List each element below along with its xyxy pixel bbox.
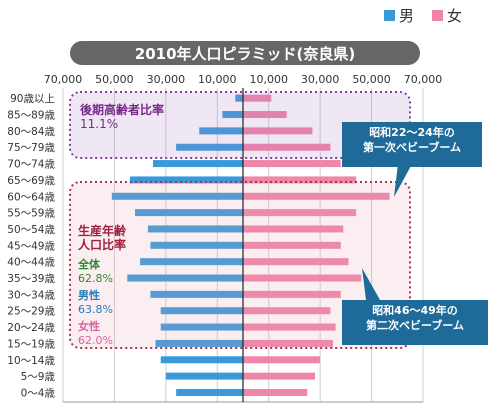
- category-label: 40～44歳: [7, 257, 55, 269]
- bar-female: [243, 192, 390, 200]
- category-label: 70～74歳: [7, 159, 55, 171]
- bar-male: [150, 290, 243, 298]
- total-label: 全体: [78, 258, 100, 271]
- category-label: 25～29歳: [7, 306, 55, 318]
- bar-male: [135, 209, 243, 217]
- male-label: 男性: [78, 289, 100, 302]
- second-baby-boom-line-2: 第二次ベビーブーム: [365, 319, 464, 332]
- category-label: 20～24歳: [7, 322, 55, 334]
- bar-female: [243, 241, 341, 249]
- working-age-ratio-box: [69, 181, 411, 349]
- bar-male: [199, 127, 243, 135]
- working-age-annotation: 生産年齢 人口比率 全体 62.8% 男性 63.8% 女性 62.0%: [78, 224, 126, 348]
- category-label: 60～64歳: [7, 191, 55, 203]
- x-tick-label: 10,000: [249, 73, 288, 86]
- bars: [111, 94, 390, 396]
- bar-female: [243, 160, 341, 168]
- male-value: 63.8%: [78, 303, 113, 316]
- category-label: 85～89歳: [7, 110, 55, 122]
- bar-male: [127, 274, 243, 282]
- category-label: 35～39歳: [7, 273, 55, 285]
- elderly-ratio-annotation: 後期高齢者比率 11.1%: [80, 103, 164, 131]
- bar-male: [160, 323, 243, 331]
- bar-male: [222, 111, 243, 119]
- working-age-title-2: 人口比率: [78, 238, 127, 252]
- x-tick-label: 50,000: [352, 73, 391, 86]
- category-label: 75～79歳: [7, 142, 55, 154]
- bar-male: [176, 388, 243, 396]
- legend-male-swatch: [384, 9, 395, 21]
- x-tick-label: 70,000: [404, 73, 443, 86]
- age-category-labels: 90歳以上 85～89歳 80～84歳 75～79歳 70～74歳 65～69歳 60～64…: [7, 93, 55, 399]
- bar-female: [243, 225, 344, 233]
- bar-female: [243, 111, 287, 119]
- category-label: 0～4歳: [21, 387, 56, 399]
- legend-male: 男: [384, 6, 415, 25]
- legend-female-label: 女: [447, 6, 463, 25]
- bar-male: [165, 372, 243, 380]
- x-tick-label: 10,000: [198, 73, 237, 86]
- first-baby-boom-line-1: 昭和22～24年の: [369, 126, 455, 139]
- bar-female: [243, 339, 333, 347]
- category-label: 90歳以上: [10, 93, 55, 105]
- bar-female: [243, 176, 357, 184]
- category-label: 80～84歳: [7, 126, 55, 138]
- bar-female: [243, 290, 341, 298]
- bar-female: [243, 356, 321, 364]
- bar-male: [129, 176, 243, 184]
- bar-male: [160, 356, 243, 364]
- total-value: 62.8%: [78, 272, 113, 285]
- bar-female: [243, 258, 349, 266]
- bar-female: [243, 127, 313, 135]
- bar-female: [243, 307, 331, 315]
- x-tick-label: 70,000: [44, 73, 83, 86]
- category-label: 10～14歳: [7, 355, 55, 367]
- category-label: 5～9歳: [21, 371, 56, 383]
- bar-male: [235, 94, 243, 102]
- bar-female: [243, 94, 272, 102]
- bar-female: [243, 143, 331, 151]
- female-label: 女性: [78, 320, 100, 333]
- working-age-title-1: 生産年齢: [78, 224, 127, 238]
- bar-female: [243, 372, 315, 380]
- category-label: 50～54歳: [7, 224, 55, 236]
- x-tick-label: 50,000: [95, 73, 134, 86]
- elderly-ratio-title: 後期高齢者比率: [80, 103, 165, 117]
- category-label: 15～19歳: [7, 338, 55, 350]
- callout-2-pointer: [362, 268, 380, 300]
- female-value: 62.0%: [78, 334, 113, 347]
- category-label: 30～34歳: [7, 289, 55, 301]
- first-baby-boom-line-2: 第一次ベビーブーム: [362, 141, 461, 154]
- chart-title: 2010年人口ピラミッド(奈良県): [70, 41, 420, 65]
- bar-male: [140, 258, 243, 266]
- x-tick-label: 30,000: [301, 73, 340, 86]
- second-baby-boom-callout: 昭和46～49年の 第二次ベビーブーム: [342, 300, 488, 345]
- bar-female: [243, 209, 357, 217]
- category-label: 45～49歳: [7, 240, 55, 252]
- callout-1-pointer: [394, 164, 412, 197]
- legend-female: 女: [432, 6, 463, 25]
- bar-male: [176, 143, 243, 151]
- bar-male: [150, 241, 243, 249]
- bar-female: [243, 323, 336, 331]
- first-baby-boom-callout: 昭和22～24年の 第一次ベビーブーム: [342, 122, 482, 167]
- bar-female: [243, 388, 308, 396]
- category-label: 65～69歳: [7, 175, 55, 187]
- elderly-ratio-value: 11.1%: [80, 117, 119, 131]
- second-baby-boom-line-1: 昭和46～49年の: [372, 304, 458, 317]
- bar-male: [155, 339, 243, 347]
- x-tick-labels: 70,000 50,000 30,000 10,000 10,000 30,000 50,0…: [44, 73, 443, 86]
- x-tick-label: 30,000: [147, 73, 186, 86]
- bar-male: [153, 160, 243, 168]
- elderly-ratio-box: [69, 91, 411, 159]
- bar-male: [111, 192, 243, 200]
- bar-male: [147, 225, 243, 233]
- legend-male-label: 男: [399, 6, 415, 25]
- bar-male: [160, 307, 243, 315]
- legend-female-swatch: [432, 9, 443, 21]
- category-label: 55～59歳: [7, 208, 55, 220]
- bar-female: [243, 274, 362, 282]
